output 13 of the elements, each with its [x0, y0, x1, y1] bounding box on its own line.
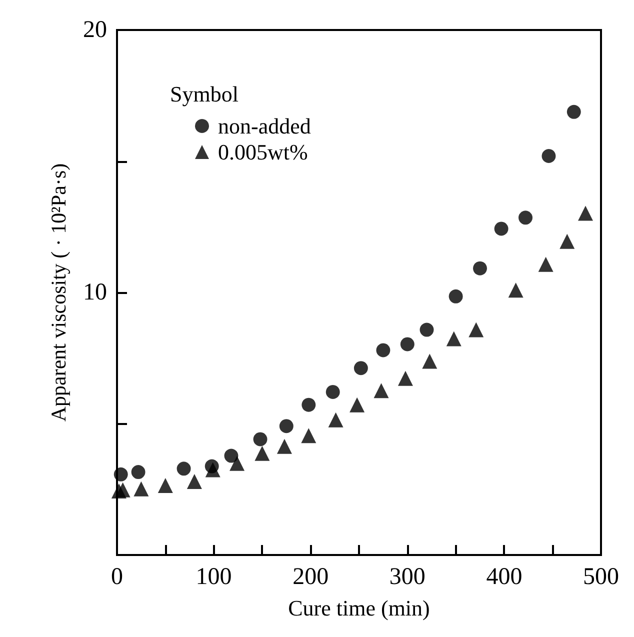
legend-label: 0.005wt%: [218, 140, 308, 164]
y-tick-label: 20: [83, 17, 107, 43]
legend-title: Symbol: [170, 82, 238, 106]
x-tick-label: 100: [196, 564, 232, 590]
legend-label: non-added: [218, 114, 311, 138]
x-tick-label: 0: [111, 564, 123, 590]
x-tick-label: 200: [292, 564, 329, 590]
x-tick-label: 400: [486, 564, 522, 590]
y-axis-title: Apparent viscosity ( · 10²Pa·s): [46, 163, 70, 422]
x-tick-label: 500: [583, 564, 619, 590]
x-tick-label: 300: [389, 564, 426, 590]
x-axis-title: Cure time (min): [288, 596, 430, 620]
y-tick-label: 10: [83, 280, 107, 306]
